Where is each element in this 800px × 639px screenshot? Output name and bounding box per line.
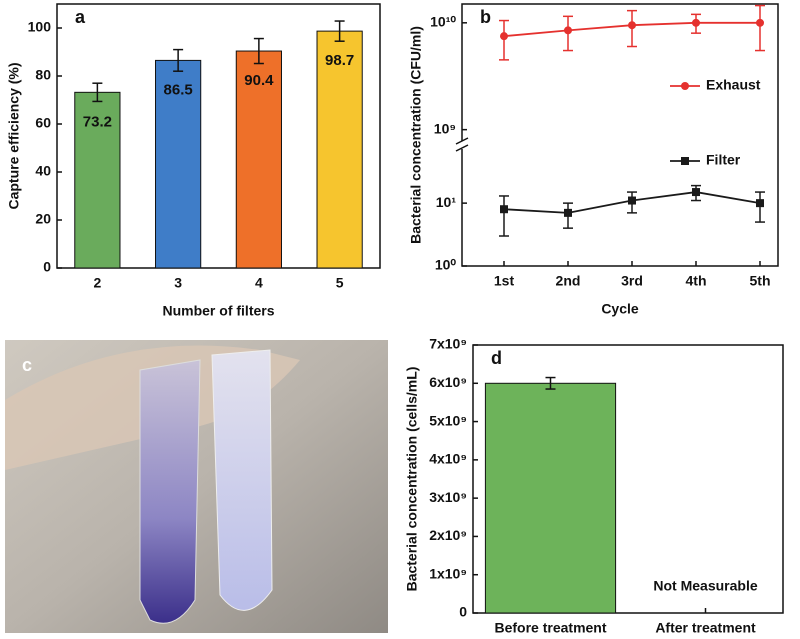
plot-frame bbox=[461, 3, 779, 267]
y-tick-label: 6x10⁹ bbox=[429, 374, 467, 390]
x-tick-label: 5 bbox=[336, 275, 344, 291]
error-bar bbox=[253, 37, 264, 65]
tube-purple bbox=[139, 359, 201, 624]
x-axis-label: Number of filters bbox=[162, 303, 274, 319]
y-tick-label: 0 bbox=[43, 259, 51, 275]
x-tick-label: Before treatment bbox=[494, 620, 606, 636]
x-tick-label: 5th bbox=[750, 273, 771, 289]
annotation: Not Measurable bbox=[653, 578, 757, 594]
value-label: 86.5 bbox=[164, 81, 193, 98]
marker bbox=[500, 32, 508, 41]
y-tick-label: 5x10⁹ bbox=[429, 412, 467, 428]
y-tick-label: 20 bbox=[35, 211, 51, 227]
y-tick-label: 10⁰ bbox=[435, 257, 457, 273]
marker bbox=[756, 199, 764, 208]
x-axis-label: Cycle bbox=[601, 301, 639, 317]
axis-break-mark bbox=[455, 144, 469, 152]
marker bbox=[628, 21, 636, 30]
legend-marker bbox=[681, 82, 689, 90]
y-tick-label: 10⁹ bbox=[434, 120, 456, 136]
marker bbox=[692, 188, 700, 197]
x-tick-label: After treatment bbox=[655, 620, 756, 636]
panel-label: b bbox=[480, 7, 491, 27]
axis-break-gap bbox=[456, 141, 468, 149]
panel-label: d bbox=[491, 348, 502, 368]
error-bar bbox=[755, 4, 765, 52]
y-tick-label: 2x10⁹ bbox=[429, 527, 467, 543]
marker bbox=[564, 26, 572, 35]
y-tick-label: 10¹⁰ bbox=[430, 14, 456, 30]
value-label: 98.7 bbox=[325, 52, 354, 69]
plot-frame bbox=[472, 344, 784, 614]
plot-frame bbox=[56, 3, 381, 269]
y-axis-label: Bacterial concentration (CFU/ml) bbox=[408, 26, 424, 244]
y-tick-label: 7x10⁹ bbox=[429, 336, 467, 352]
error-bar bbox=[92, 82, 103, 103]
y-tick-label: 0 bbox=[459, 604, 467, 620]
marker bbox=[500, 205, 508, 214]
y-tick-label: 80 bbox=[35, 67, 51, 83]
x-tick-label: 2nd bbox=[556, 273, 581, 289]
y-tick-label: 4x10⁹ bbox=[429, 451, 467, 467]
axis-break-mark bbox=[455, 137, 469, 145]
value-label: 73.2 bbox=[83, 113, 112, 130]
y-axis-label: Bacterial concentration (cells/mL) bbox=[404, 367, 420, 592]
tube-clear bbox=[211, 349, 273, 611]
error-bar bbox=[334, 20, 345, 42]
panel-label: a bbox=[75, 7, 86, 27]
marker bbox=[628, 196, 636, 205]
x-tick-label: 3rd bbox=[621, 273, 643, 289]
value-label: 90.4 bbox=[244, 72, 274, 89]
y-tick-label: 100 bbox=[28, 19, 52, 35]
marker bbox=[692, 18, 700, 27]
photo: c bbox=[5, 340, 388, 633]
x-tick-label: 4th bbox=[686, 273, 707, 289]
y-tick-label: 40 bbox=[35, 163, 51, 179]
bar bbox=[235, 50, 282, 269]
legend-marker bbox=[681, 157, 689, 165]
y-tick-label: 1x10⁹ bbox=[429, 565, 467, 581]
y-tick-label: 60 bbox=[35, 115, 51, 131]
y-axis-label: Capture efficiency (%) bbox=[6, 62, 22, 209]
error-bar bbox=[499, 19, 509, 61]
marker bbox=[756, 18, 764, 27]
error-bar bbox=[499, 195, 509, 237]
bar bbox=[316, 30, 363, 269]
y-tick-label: 3x10⁹ bbox=[429, 489, 467, 505]
marker bbox=[564, 208, 572, 217]
error-bar bbox=[173, 48, 184, 72]
y-tick-label: 10¹ bbox=[436, 194, 457, 210]
bar bbox=[155, 59, 202, 269]
bar bbox=[74, 91, 121, 269]
legend-label: Exhaust bbox=[706, 77, 761, 93]
bar bbox=[484, 382, 617, 614]
legend-label: Filter bbox=[706, 152, 741, 168]
panel-label: c bbox=[22, 355, 32, 375]
x-tick-label: 4 bbox=[255, 275, 263, 291]
x-tick-label: 1st bbox=[494, 273, 515, 289]
x-tick-label: 2 bbox=[93, 275, 101, 291]
x-tick-label: 3 bbox=[174, 275, 182, 291]
error-bar bbox=[545, 376, 556, 390]
